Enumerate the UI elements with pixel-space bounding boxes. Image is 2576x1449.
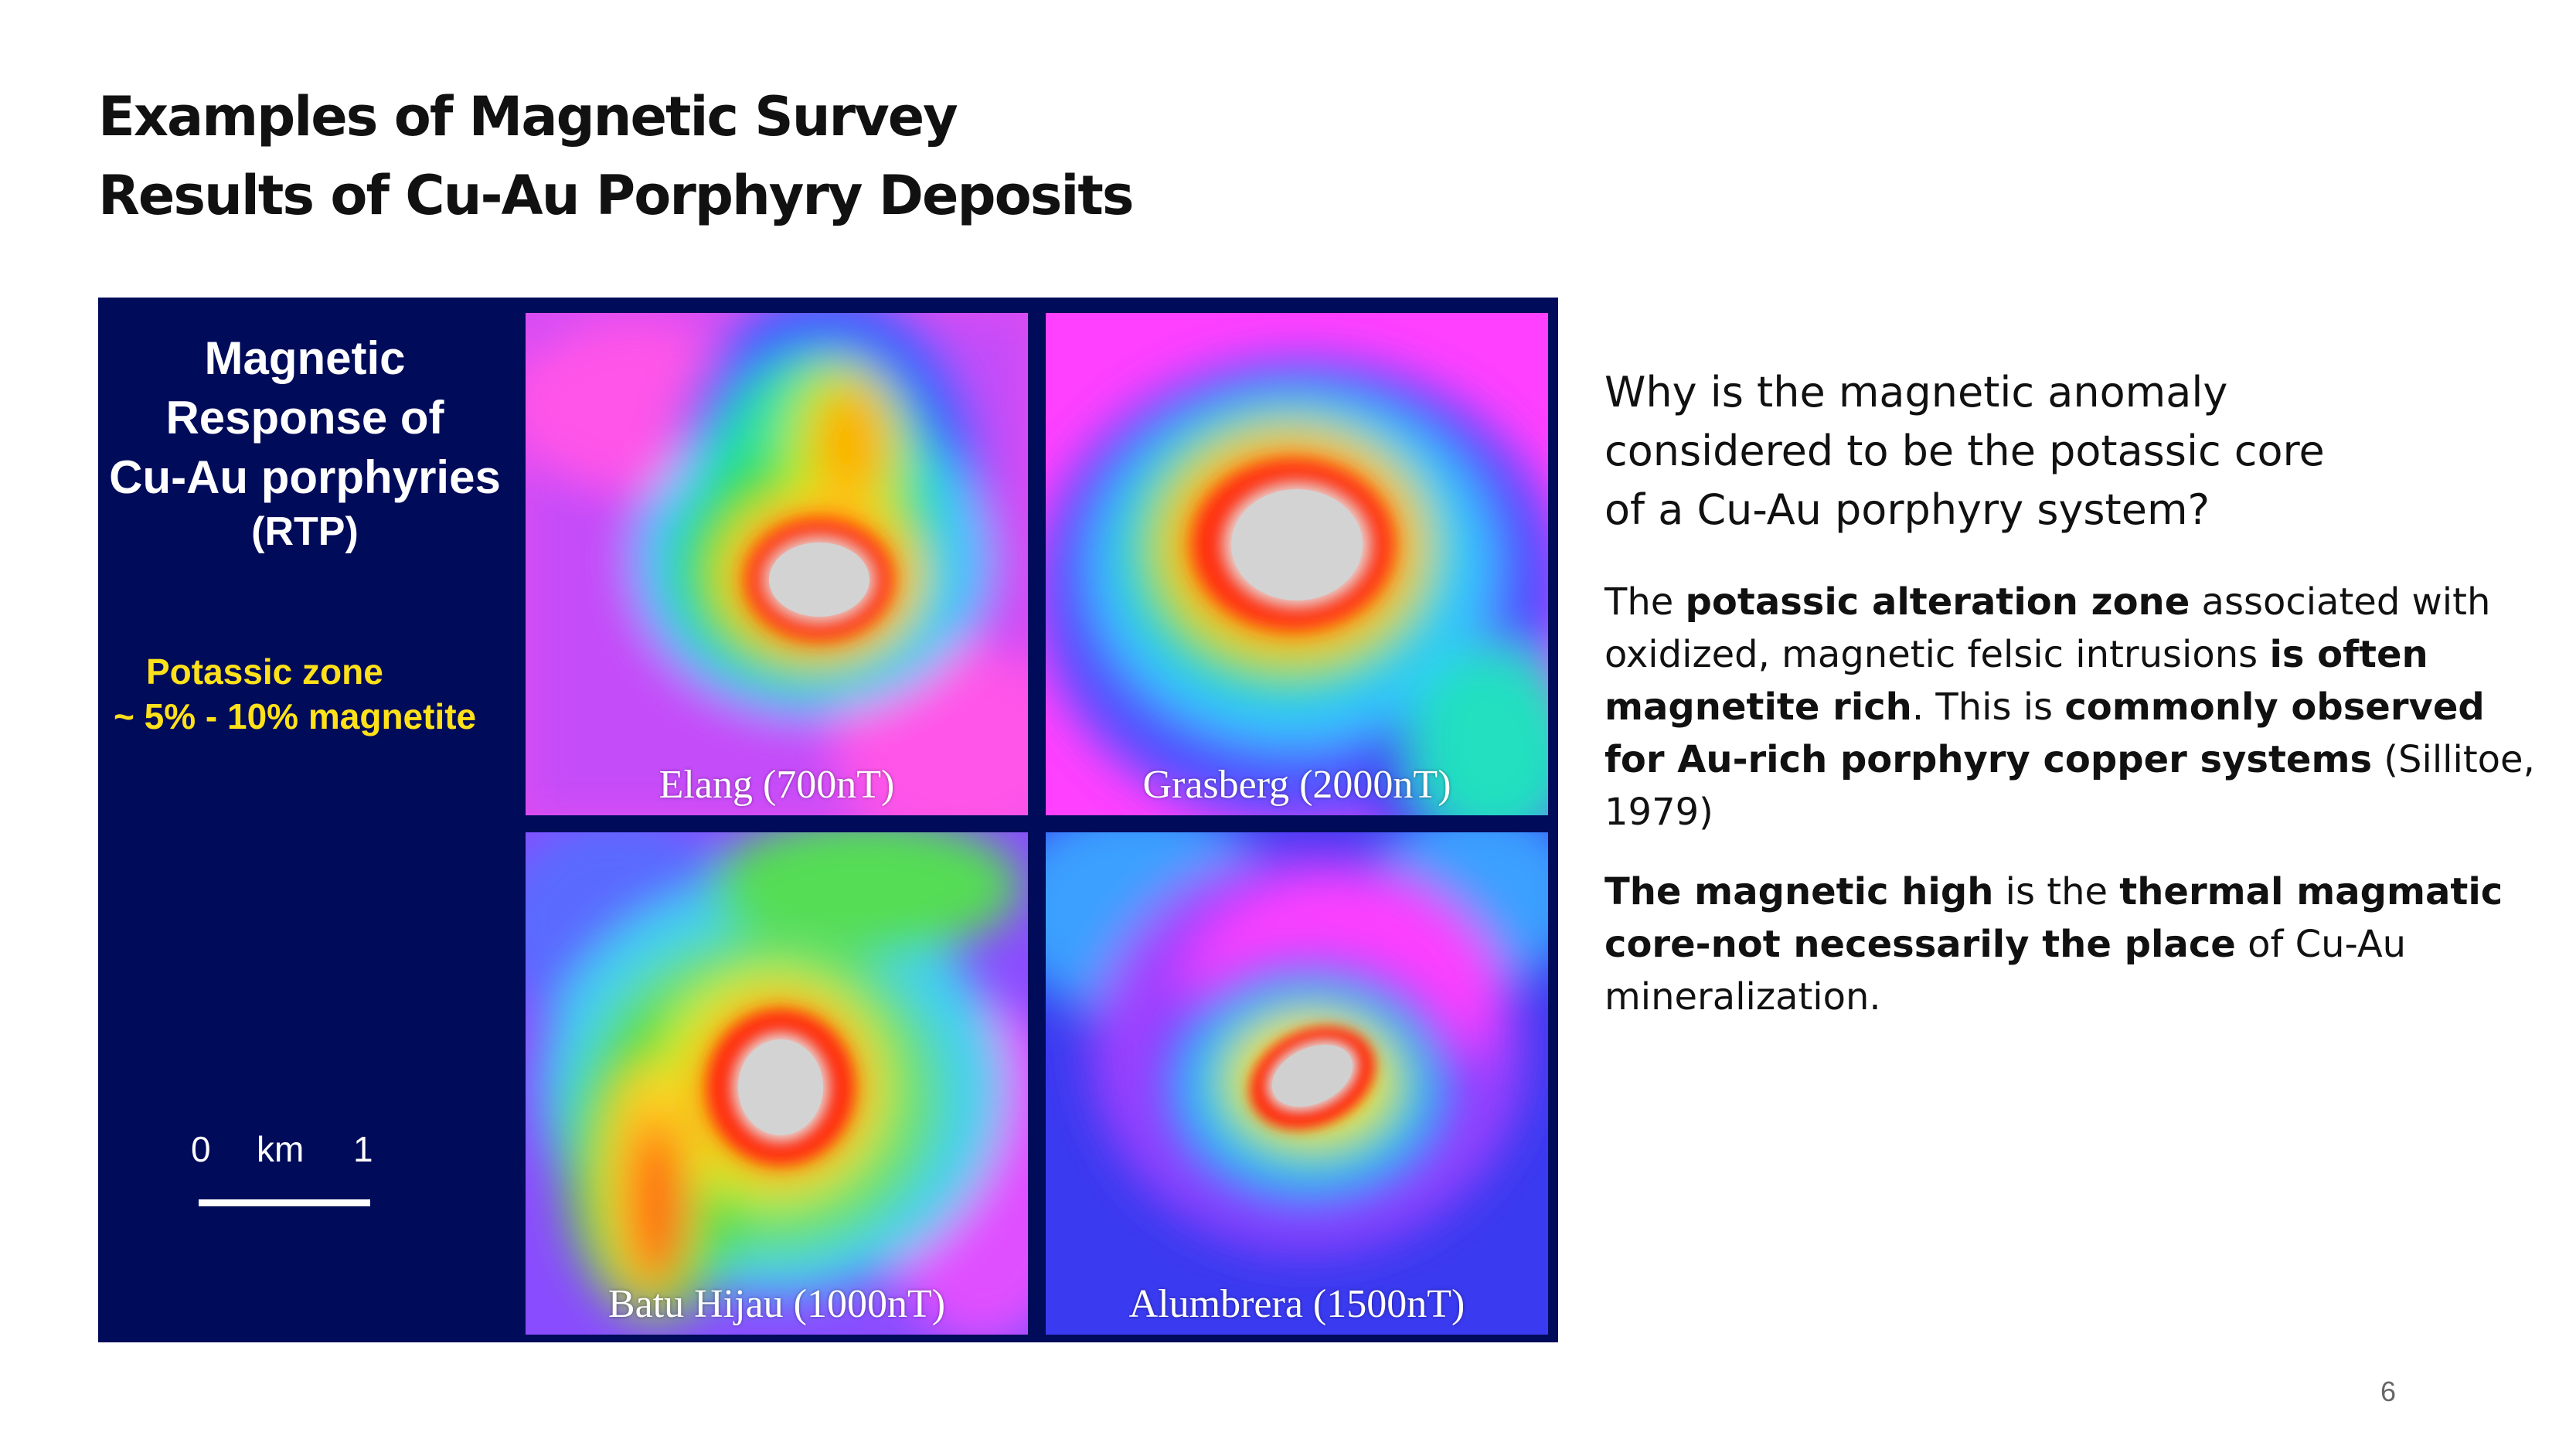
scale-unit-label: km	[257, 1129, 305, 1169]
legend-line-2: Response of	[165, 392, 444, 444]
para1-bold-3: commonly observed for Au-rich porphyry c…	[1604, 685, 2485, 781]
panel-label-alumbrera: Alumbrera (1500nT)	[1128, 1282, 1465, 1326]
slide-title-line-2: Results of Cu-Au Porphyry Deposits	[98, 164, 1135, 227]
page-number: 6	[2380, 1376, 2397, 1407]
elang-anomaly-map	[526, 313, 1028, 815]
para2-text-2: of Cu-Au mineralization.	[1604, 923, 2407, 1019]
scale-start-label: 0	[191, 1129, 211, 1169]
legend-line-4: (RTP)	[251, 509, 359, 554]
grasberg-anomaly-map	[1046, 313, 1548, 815]
para2-bold-1: The magnetic high	[1604, 870, 1994, 913]
potassic-explanation-paragraph: The potassic alteration zone associated …	[1604, 576, 2555, 838]
legend-line-3: Cu-Au porphyries	[109, 451, 501, 503]
para1-text-4: (Sillitoe, 1979)	[1604, 738, 2535, 834]
panel-grasberg: Grasberg (2000nT)	[1046, 313, 1548, 815]
para1-bold-2: is often magnetite rich	[1604, 633, 2428, 729]
potassic-zone-note: Potassic zone ~ 5% - 10% magnetite	[114, 649, 516, 739]
panel-label-elang: Elang (700nT)	[658, 763, 895, 807]
question-line-3: of a Cu-Au porphyry system?	[1604, 485, 2210, 534]
question-line-2: considered to be the potassic core	[1604, 427, 2325, 475]
magnetic-response-figure: Magnetic Response of Cu-Au porphyries (R…	[98, 298, 1558, 1342]
para1-text-1: The	[1604, 580, 1686, 624]
scale-bar: 0 km 1	[191, 1128, 376, 1221]
para1-text-3: . This is	[1911, 685, 2065, 729]
alumbrera-anomaly-map	[1046, 832, 1548, 1335]
potassic-line-1: Potassic zone	[146, 651, 383, 692]
scale-end-label: 1	[353, 1129, 373, 1169]
para1-text-2: associated with oxidized, magnetic felsi…	[1604, 580, 2491, 676]
slide-title: Examples of Magnetic Survey Results of C…	[98, 77, 1489, 235]
panel-label-grasberg: Grasberg (2000nT)	[1142, 763, 1451, 807]
question-text: Why is the magnetic anomaly considered t…	[1604, 363, 2493, 539]
figure-legend-title: Magnetic Response of Cu-Au porphyries (R…	[98, 328, 512, 556]
legend-line-1: Magnetic	[204, 332, 406, 384]
scale-bar-line	[199, 1199, 370, 1206]
panel-label-batu-hijau: Batu Hijau (1000nT)	[607, 1282, 946, 1326]
magnetic-high-paragraph: The magnetic high is the thermal magmati…	[1604, 866, 2555, 1023]
panel-alumbrera: Alumbrera (1500nT)	[1046, 832, 1548, 1335]
potassic-line-2: ~ 5% - 10% magnetite	[114, 696, 477, 736]
panel-elang: Elang (700nT)	[526, 313, 1028, 815]
question-line-1: Why is the magnetic anomaly	[1604, 368, 2228, 417]
slide-title-line-1: Examples of Magnetic Survey	[98, 85, 958, 148]
panel-batu-hijau: Batu Hijau (1000nT)	[526, 832, 1028, 1335]
para1-bold-1: potassic alteration zone	[1685, 580, 2190, 624]
batu-hijau-anomaly-map	[526, 832, 1028, 1335]
para2-bold-2: thermal magmatic core-not necessarily th…	[1604, 870, 2503, 966]
para2-text-1: is the	[1993, 870, 2120, 913]
